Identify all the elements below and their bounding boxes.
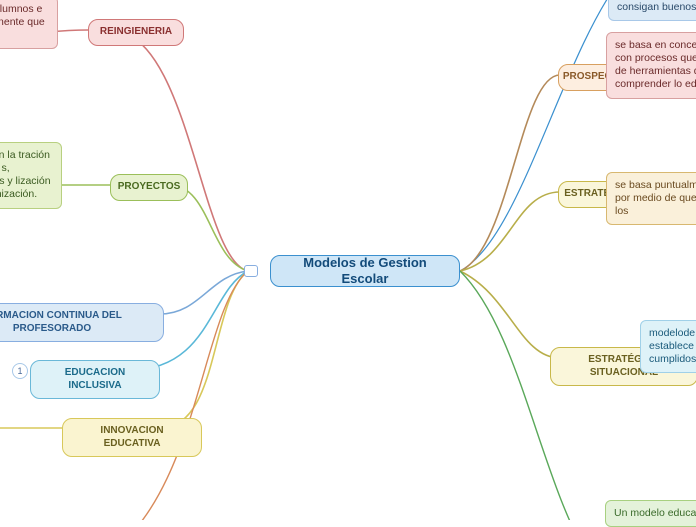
center-connector	[244, 265, 258, 277]
center-label: Modelos de Gestion Escolar	[283, 255, 447, 288]
right-desc-d0: consigan buenos resultados	[608, 0, 696, 21]
left-node-reing[interactable]: REINGIENERIA	[88, 19, 184, 46]
node-label: EDUCACION INCLUSIVA	[43, 367, 147, 392]
node-label: PROYECTOS	[118, 181, 181, 194]
edge	[110, 30, 248, 271]
left-node-inclusiva[interactable]: EDUCACION INCLUSIVA	[30, 360, 160, 399]
left-desc-ld1: como los alumnos e s de un nanente que s…	[0, 0, 58, 49]
badge-count: 1	[12, 363, 28, 379]
edge	[160, 271, 248, 314]
right-desc-d1: se basa en concepción de escenarios con …	[606, 32, 696, 99]
right-desc-d4: Un modelo educativo de	[605, 500, 696, 527]
right-desc-d2: se basa puntualmente en habilidades por …	[606, 172, 696, 225]
edge	[460, 75, 560, 271]
node-label: FORMACION CONTINUA DEL PROFESORADO	[0, 310, 151, 335]
node-label: INNOVACION EDUCATIVA	[75, 425, 189, 450]
left-node-innovacion[interactable]: INNOVACION EDUCATIVA	[62, 418, 202, 457]
left-desc-ld2: e orienta en la tración y objetivos s, a…	[0, 142, 62, 209]
edge	[460, 271, 560, 358]
left-node-formacion[interactable]: FORMACION CONTINUA DEL PROFESORADO	[0, 303, 164, 342]
left-node-proyectos[interactable]: PROYECTOS	[110, 174, 188, 201]
center-node[interactable]: Modelos de Gestion Escolar	[270, 255, 460, 287]
edge	[460, 271, 590, 520]
right-desc-d3: modelode integración orientado a un esta…	[640, 320, 696, 373]
node-label: REINGIENERIA	[100, 26, 172, 39]
edge	[460, 0, 620, 271]
